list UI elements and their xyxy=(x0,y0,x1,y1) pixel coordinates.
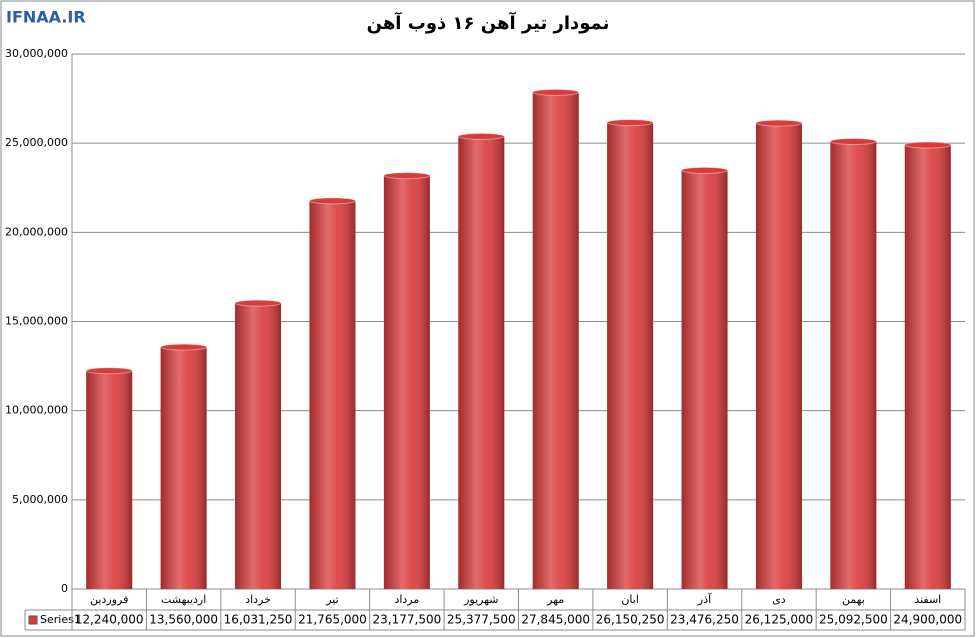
x-tick-label: اردیبهشت xyxy=(161,593,206,606)
x-tick-label: شهریور xyxy=(463,593,498,606)
x-tick-label: مهر xyxy=(546,593,564,606)
bar-cap xyxy=(755,119,803,127)
bar-shade xyxy=(755,123,802,590)
bar-cap xyxy=(383,172,431,180)
bar-cap xyxy=(606,119,654,127)
table-value: 27,845,000 xyxy=(521,613,590,627)
y-tick-label: 0 xyxy=(61,582,68,595)
bar-shade xyxy=(532,92,579,589)
y-tick-label: 30,000,000 xyxy=(5,47,68,60)
bar-cap xyxy=(160,343,208,351)
table-value: 23,177,500 xyxy=(373,613,442,627)
bar-shade xyxy=(235,303,282,589)
x-tick-label: آذر xyxy=(697,592,712,606)
bar-cap xyxy=(681,166,729,174)
y-tick-label: 25,000,000 xyxy=(5,136,68,149)
table-value: 21,765,000 xyxy=(298,613,367,627)
table-value: 25,092,500 xyxy=(819,613,888,627)
table-value: 16,031,250 xyxy=(224,613,293,627)
bar-shade xyxy=(458,136,505,590)
y-tick-label: 5,000,000 xyxy=(12,493,68,506)
x-tick-label: تیر xyxy=(325,593,338,606)
bar-shade xyxy=(607,122,654,590)
y-tick-label: 20,000,000 xyxy=(5,225,68,238)
x-tick-label: بهمن xyxy=(842,593,865,606)
bar-cap xyxy=(234,299,282,307)
x-tick-label: خرداد xyxy=(245,593,271,606)
bar-cap xyxy=(85,367,133,375)
bar-shade xyxy=(830,141,877,589)
bar-cap xyxy=(532,88,580,96)
bar-shade xyxy=(383,175,430,590)
legend-label: Series1 xyxy=(40,613,81,626)
legend-key xyxy=(28,615,38,625)
watermark: IFNAA.IR xyxy=(6,8,86,27)
table-value: 24,900,000 xyxy=(893,613,962,627)
y-tick-label: 15,000,000 xyxy=(5,315,68,328)
table-value: 26,150,250 xyxy=(596,613,665,627)
x-tick-label: مرداد xyxy=(394,593,419,606)
x-tick-label: ابان xyxy=(621,593,639,606)
bar-cap xyxy=(904,141,952,149)
x-tick-label: اسفند xyxy=(914,593,941,606)
x-tick-label: دی xyxy=(772,593,786,606)
bar-cap xyxy=(308,197,356,205)
table-value: 13,560,000 xyxy=(149,613,218,627)
bar-shade xyxy=(86,370,133,589)
table-value: 12,240,000 xyxy=(75,613,144,627)
table-value: 23,476,250 xyxy=(670,613,739,627)
bar-cap xyxy=(829,138,877,146)
bar-shade xyxy=(160,347,207,589)
bar-shade xyxy=(681,170,728,589)
table-value: 25,377,500 xyxy=(447,613,516,627)
chart-title: نمودار تیر آهن ۱۶ ذوب آهن xyxy=(367,11,610,34)
bar-cap xyxy=(457,132,505,140)
table-value: 26,125,000 xyxy=(745,613,814,627)
x-tick-label: فروردین xyxy=(90,593,128,606)
bar-shade xyxy=(904,144,951,589)
y-tick-label: 10,000,000 xyxy=(5,404,68,417)
bar-shade xyxy=(309,200,356,590)
